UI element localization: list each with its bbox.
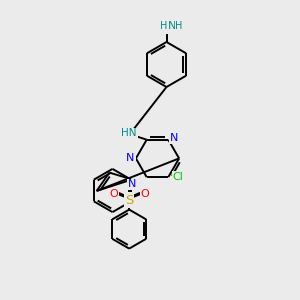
Text: S: S	[125, 194, 134, 206]
Text: O: O	[140, 189, 149, 199]
Text: Cl: Cl	[172, 172, 183, 182]
Text: H: H	[176, 21, 183, 32]
Text: N: N	[168, 21, 176, 32]
Text: O: O	[109, 189, 118, 199]
Text: H: H	[160, 21, 168, 32]
Text: N: N	[169, 133, 178, 143]
Text: HN: HN	[121, 128, 137, 139]
Text: N: N	[126, 153, 135, 164]
Text: N: N	[128, 179, 136, 189]
